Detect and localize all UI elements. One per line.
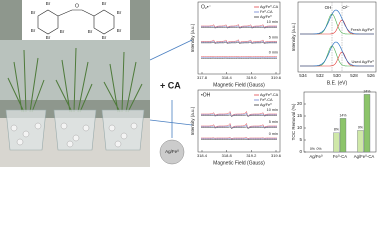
plants	[7, 47, 143, 113]
legend-label: Ag/Fe⁰	[260, 15, 272, 19]
y-tick-label: 15	[297, 113, 303, 118]
x-tick-label: Ag/Fe⁰	[309, 154, 322, 159]
bar	[339, 118, 347, 153]
sample-label: Used Ag/Fe⁰	[351, 59, 374, 64]
x-tick-label: 530	[333, 73, 341, 78]
x-tick-label: Fe⁰-CA	[333, 154, 347, 159]
atom-label: Br	[46, 35, 51, 40]
legend-label: Ag/Fe⁰	[260, 103, 272, 107]
fit-envelope	[300, 41, 374, 67]
x-tick-label: 319.6	[271, 153, 282, 158]
y-tick-label: 5	[299, 137, 302, 142]
value-label: 14%	[339, 113, 346, 117]
legend-label: Ag/Fe⁰-CA	[260, 93, 279, 97]
x-tick-label: 526	[367, 73, 375, 78]
x-tick-label: Ag/Fe⁰-CA	[354, 154, 375, 159]
atom-label: Br	[46, 1, 51, 6]
atom-label: Br	[117, 10, 122, 15]
y-tick-label: 0	[299, 149, 302, 154]
spectrum	[201, 56, 277, 58]
x-tick-label: 319.2	[246, 153, 257, 158]
peak-label: O²⁻	[342, 5, 350, 10]
time-label: 0 min	[269, 51, 278, 55]
species-label: •OH	[201, 92, 211, 98]
atom-label: Br	[31, 10, 36, 15]
spectrum	[201, 42, 277, 44]
time-label: 5 min	[269, 120, 278, 124]
beads	[10, 122, 138, 148]
x-tick-label: 528	[350, 73, 358, 78]
y-axis-label: Intensity (a.u.)	[291, 22, 296, 51]
spectrum	[201, 25, 277, 29]
x-axis-label: Magnetic Field (Gauss)	[213, 160, 265, 166]
value-label: 0%	[316, 147, 321, 151]
value-label: 0%	[310, 147, 315, 151]
atom-label: Br	[88, 29, 93, 34]
legend-label: Ag/Fe⁰-CA	[260, 5, 279, 9]
atom-label: O	[75, 3, 79, 9]
x-tick-label: 532	[316, 73, 324, 78]
bar	[357, 130, 364, 153]
spectrum	[201, 137, 277, 139]
bar	[333, 132, 340, 153]
atom-label: Br	[102, 35, 107, 40]
time-label: 5 min	[269, 35, 278, 39]
panel-frame	[197, 1, 281, 75]
x-axis-label: B.E. (eV)	[327, 80, 348, 86]
spectrum	[201, 126, 277, 129]
bar	[363, 94, 371, 153]
atom-label: Br	[31, 28, 36, 33]
spectrum	[201, 138, 277, 140]
x-tick-label: 318.8	[222, 153, 233, 158]
panel-frame	[297, 1, 377, 73]
spectrum	[201, 114, 277, 117]
spectrum	[201, 112, 277, 117]
legend-label: Fe⁰-CA	[260, 10, 273, 14]
x-tick-label: 319.6	[271, 75, 282, 80]
value-label: 9%	[358, 125, 363, 129]
atom-label: Br	[117, 28, 122, 33]
legend-label: Fe⁰-CA	[260, 98, 273, 102]
time-label: 0 min	[269, 132, 278, 136]
x-tick-label: 317.8	[197, 75, 208, 80]
pots	[5, 109, 145, 151]
peak-label: OH	[325, 5, 332, 10]
structure-box	[22, 0, 130, 40]
atom-label: Br	[102, 1, 107, 6]
x-axis-label: Magnetic Field (Gauss)	[213, 82, 265, 88]
x-tick-label: 319.0	[246, 75, 257, 80]
graphical-abstract: + CA Ag/Fe⁰ Br Br Br Br Br Br Br Br Br Br O O₂•⁻ Int…	[0, 0, 377, 167]
spectrum	[201, 39, 277, 44]
time-label: 10 min	[267, 20, 278, 24]
y-axis-label: TOC Removal (%)	[291, 103, 296, 140]
plus-ca: + CA	[160, 80, 181, 90]
x-tick-label: 318.4	[197, 153, 208, 158]
structure	[37, 9, 115, 35]
x-tick-label: 534	[299, 73, 307, 78]
time-label: 10 min	[267, 108, 278, 112]
ball	[159, 139, 185, 165]
x-tick-label: 318.4	[222, 75, 233, 80]
fit-envelope	[300, 9, 374, 35]
value-label: 24%	[363, 89, 370, 93]
spectrum	[201, 124, 277, 129]
y-axis-label: Intensity (a.u.)	[190, 106, 195, 135]
y-tick-label: 20	[297, 101, 303, 106]
y-axis-label: Intensity (a.u.)	[190, 23, 195, 52]
ball-label: Ag/Fe⁰	[165, 149, 179, 154]
sample-label: Fresh Ag/Fe⁰	[351, 27, 375, 32]
connectors	[149, 39, 193, 138]
atom-label: Br	[60, 29, 65, 34]
panel-frame	[197, 89, 281, 153]
value-label: 8%	[334, 128, 339, 132]
y-tick-label: 10	[297, 125, 303, 130]
spectrum	[201, 26, 277, 29]
species-label: O₂•⁻	[201, 4, 212, 10]
spectrum	[201, 40, 277, 44]
